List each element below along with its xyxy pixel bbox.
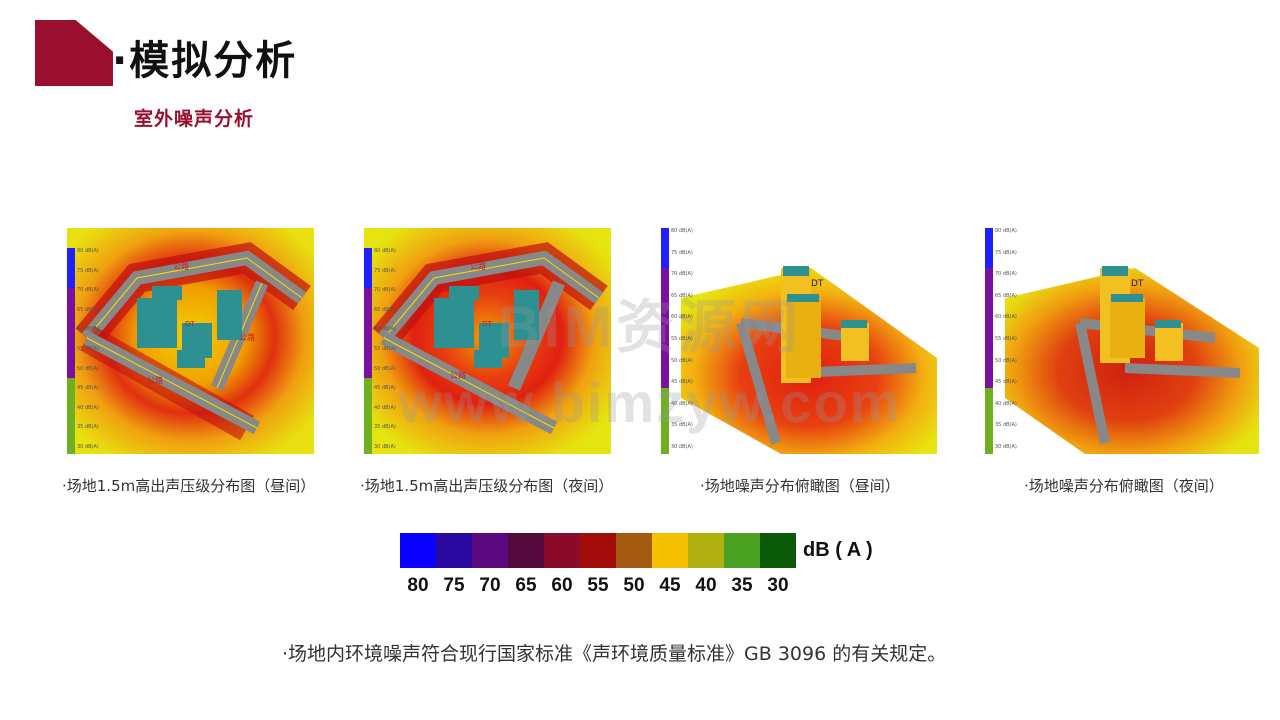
scale-tick-label: 70 dB(A) (671, 271, 693, 278)
legend-value: 40 (695, 575, 717, 596)
building-label: DT (1131, 279, 1144, 289)
scale-tick-label: 80 dB(A) (374, 248, 396, 254)
scale-tick-label: 55 dB(A) (671, 336, 693, 342)
legend-value: 55 (587, 575, 609, 596)
caption-night-map: ·场地1.5m高出声压级分布图（夜间） (360, 477, 614, 495)
scale-tick-label: 35 dB(A) (995, 422, 1017, 429)
scale-tick-label: 55 dB(A) (374, 346, 396, 352)
scale-tick-label: 30 dB(A) (995, 444, 1017, 450)
scale-tick-label: 50 dB(A) (374, 365, 396, 372)
legend-swatch (760, 533, 796, 568)
noise-3d-day-panel: DT (661, 228, 937, 454)
noise-map-night-panel: 公路 公路 DT (364, 228, 611, 454)
legend-value: 65 (515, 575, 537, 596)
scale-tick-label: 65 dB(A) (374, 306, 396, 313)
scale-tick-label: 30 dB(A) (671, 444, 693, 450)
legend-value: 70 (479, 575, 501, 596)
scale-tick-label: 75 dB(A) (374, 267, 396, 274)
scale-tick-label: 40 dB(A) (995, 400, 1017, 407)
legend-swatch (472, 533, 508, 568)
scale-tick-label: 75 dB(A) (77, 267, 99, 274)
scale-tick-label: 50 dB(A) (995, 357, 1017, 364)
legend-swatch (688, 533, 724, 568)
road-label-bottom: 公路 (450, 370, 466, 380)
road-label-top: 公路 (173, 261, 189, 271)
scale-tick-label: 30 dB(A) (77, 444, 99, 450)
scale-tick-label: 35 dB(A) (77, 424, 99, 431)
noise-map-night: 公路 公路 DT (364, 228, 611, 454)
scale-tick-label: 45 dB(A) (77, 385, 99, 392)
scale-tick-label: 70 dB(A) (77, 287, 99, 294)
scale-tick-label: 35 dB(A) (671, 422, 693, 429)
legend-swatches (400, 533, 796, 568)
building-label: DT (185, 320, 195, 328)
noise-3d-night-panel: DT (985, 228, 1259, 454)
page-title: ·模拟分析 (112, 38, 298, 84)
scale-tick-label: 65 dB(A) (671, 292, 693, 299)
legend-swatch (652, 533, 688, 568)
scale-tick-label: 80 dB(A) (671, 228, 693, 234)
scale-tick-label: 45 dB(A) (374, 385, 396, 392)
noise-legend: 80 75 70 65 60 55 50 45 40 35 30 (400, 533, 796, 597)
scale-tick-label: 65 dB(A) (77, 306, 99, 313)
scale-tick-label: 40 dB(A) (77, 404, 99, 411)
scale-tick-label: 80 dB(A) (995, 228, 1017, 234)
scale-tick-label: 30 dB(A) (374, 444, 396, 450)
scale-tick-label: 60 dB(A) (374, 326, 396, 333)
scale-tick-label: 65 dB(A) (995, 292, 1017, 299)
scale-tick-label: 55 dB(A) (995, 336, 1017, 342)
scale-tick-label: 45 dB(A) (995, 379, 1017, 386)
scale-tick-label: 35 dB(A) (374, 424, 396, 431)
road-label-bottom: 公路 (147, 375, 163, 385)
building-label: DT (482, 320, 492, 328)
legend-swatch (616, 533, 652, 568)
scale-tick-label: 50 dB(A) (77, 365, 99, 372)
legend-swatch (724, 533, 760, 568)
caption-night-3d: ·场地噪声分布俯瞰图（夜间） (1024, 477, 1224, 495)
legend-value: 60 (551, 575, 573, 596)
scale-tick-label: 60 dB(A) (671, 314, 693, 321)
scale-tick-label: 60 dB(A) (77, 326, 99, 333)
legend-value: 80 (407, 575, 429, 596)
road-label-top: 公路 (470, 261, 486, 271)
scale-tick-label: 50 dB(A) (671, 357, 693, 364)
scale-tick-label: 70 dB(A) (995, 271, 1017, 278)
scale-tick-label: 45 dB(A) (671, 379, 693, 386)
header-accent-shape (35, 20, 113, 86)
compliance-note: ·场地内环境噪声符合现行国家标准《声环境质量标准》GB 3096 的有关规定。 (282, 643, 947, 665)
section-subtitle: 室外噪声分析 (134, 108, 255, 130)
legend-value: 50 (623, 575, 645, 596)
caption-day-map: ·场地1.5m高出声压级分布图（昼间） (62, 477, 316, 495)
scale-tick-label: 55 dB(A) (77, 346, 99, 352)
scale-tick-label: 80 dB(A) (77, 248, 99, 254)
legend-value: 35 (731, 575, 753, 596)
legend-value: 30 (767, 575, 789, 596)
noise-map-day: 公路 公路 公路 DT (67, 228, 314, 454)
legend-swatch (544, 533, 580, 568)
scale-tick-label: 75 dB(A) (671, 249, 693, 256)
legend-swatch (508, 533, 544, 568)
noise-3d-day: DT (661, 228, 937, 454)
scale-tick-label: 60 dB(A) (995, 314, 1017, 321)
scale-tick-label: 75 dB(A) (995, 249, 1017, 256)
noise-map-day-panel: 公路 公路 公路 DT (67, 228, 314, 454)
legend-swatch (400, 533, 436, 568)
road-label-right: 公路 (239, 332, 255, 342)
legend-value: 45 (659, 575, 681, 596)
scale-tick-label: 40 dB(A) (671, 400, 693, 407)
building-label: DT (811, 279, 824, 289)
legend-swatch (436, 533, 472, 568)
legend-swatch (580, 533, 616, 568)
scale-tick-label: 70 dB(A) (374, 287, 396, 294)
legend-unit: dB ( A ) (803, 539, 873, 561)
legend-labels: 80 75 70 65 60 55 50 45 40 35 30 (400, 575, 796, 597)
legend-value: 75 (443, 575, 465, 596)
scale-tick-label: 40 dB(A) (374, 404, 396, 411)
caption-day-3d: ·场地噪声分布俯瞰图（昼间） (700, 477, 900, 495)
noise-3d-night: DT (985, 228, 1259, 454)
